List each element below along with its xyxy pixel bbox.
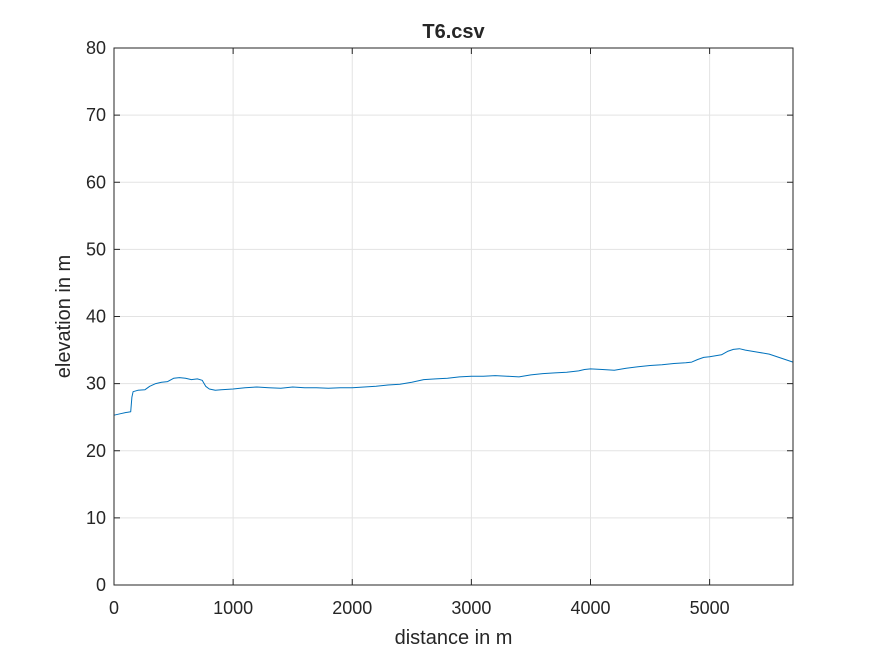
series-layer xyxy=(113,348,794,416)
y-tick-label: 70 xyxy=(86,105,106,125)
x-tick-label: 0 xyxy=(109,598,119,618)
x-tick-label: 3000 xyxy=(451,598,491,618)
y-tick-label: 80 xyxy=(86,38,106,58)
x-tick-label: 2000 xyxy=(332,598,372,618)
y-tick-label: 20 xyxy=(86,441,106,461)
y-tick-label: 30 xyxy=(86,374,106,394)
y-tick-label: 40 xyxy=(86,307,106,327)
x-tick-label: 5000 xyxy=(690,598,730,618)
y-tick-label: 60 xyxy=(86,172,106,192)
x-tick-label: 4000 xyxy=(570,598,610,618)
chart-title: T6.csv xyxy=(422,21,485,43)
elevation-profile-line xyxy=(113,348,794,416)
y-tick-label: 50 xyxy=(86,239,106,259)
y-tick-label: 0 xyxy=(96,575,106,595)
y-tick-label: 10 xyxy=(86,508,106,528)
y-axis-label: elevation in m xyxy=(53,255,75,378)
x-tick-label: 1000 xyxy=(213,598,253,618)
axis-ticks: 0 1000 2000 3000 4000 5000 0 10 20 30 40 50 60 70 80 xyxy=(86,38,793,618)
x-axis-label: distance in m xyxy=(395,627,513,649)
